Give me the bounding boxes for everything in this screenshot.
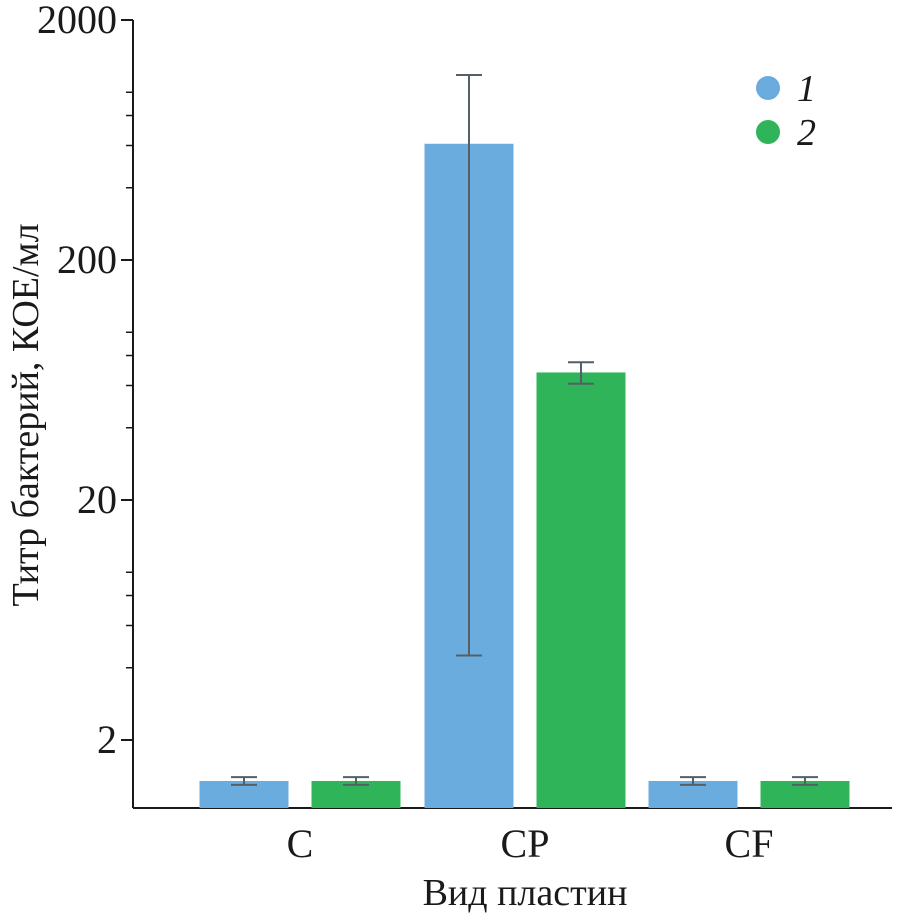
bars <box>199 143 850 808</box>
error-bars <box>231 73 818 786</box>
legend-marker-2 <box>756 120 780 144</box>
y-axis-title: Титр бактерий, КОЕ/мл <box>5 223 47 606</box>
y-tick-label: 2000 <box>37 0 117 42</box>
legend: 12 <box>756 68 816 154</box>
x-tick-label: C <box>287 821 314 866</box>
bar-cp-series-2 <box>536 372 626 808</box>
x-tick-label: CF <box>725 821 774 866</box>
y-tick-label: 2 <box>97 717 117 762</box>
legend-marker-1 <box>756 76 780 100</box>
x-axis-title: Вид пластин <box>423 872 628 914</box>
legend-label-1: 1 <box>797 68 816 110</box>
y-tick-label: 20 <box>77 477 117 522</box>
x-tick-label: CP <box>501 821 550 866</box>
y-tick-label: 200 <box>57 237 117 282</box>
legend-label-2: 2 <box>797 112 816 154</box>
